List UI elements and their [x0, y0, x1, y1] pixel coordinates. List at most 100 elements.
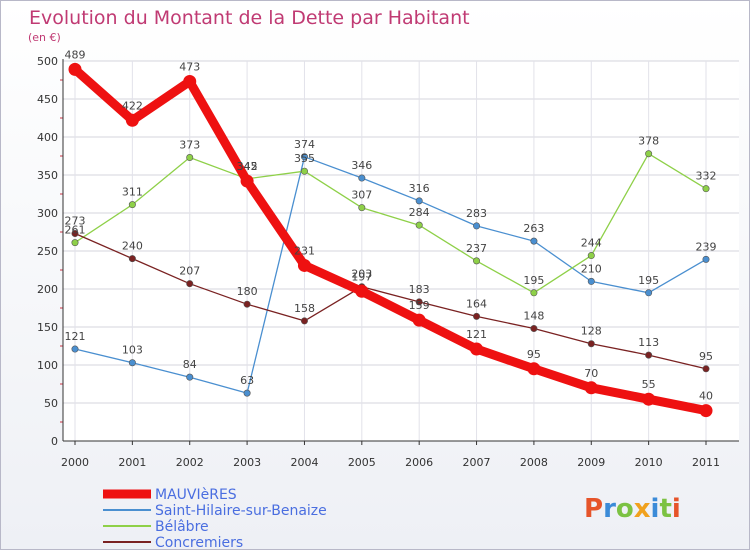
- data-label: 180: [237, 285, 258, 298]
- data-label: 316: [409, 182, 430, 195]
- data-point: [530, 237, 538, 245]
- y-tick-label: 200: [37, 283, 58, 296]
- x-tick-label: 2000: [61, 456, 89, 469]
- logo-letter: o: [616, 494, 634, 524]
- data-labels: 121 103 84 63 374 346 316 283 263 210 195 239 261 311…: [65, 48, 717, 402]
- data-label: 63: [240, 374, 254, 387]
- data-point: [186, 280, 194, 288]
- data-point: [355, 284, 369, 298]
- data-label: 422: [122, 99, 143, 112]
- data-point: [412, 313, 426, 327]
- data-label: 195: [638, 274, 659, 287]
- data-label: 311: [122, 186, 143, 199]
- data-label: 342: [237, 160, 258, 173]
- legend-label: MAUVIèRES: [155, 487, 237, 503]
- data-label: 273: [65, 215, 86, 228]
- data-point: [415, 197, 423, 205]
- data-label: 355: [294, 152, 315, 165]
- data-label: 84: [183, 358, 197, 371]
- data-point: [186, 373, 194, 381]
- data-label: 148: [523, 310, 544, 323]
- series-2: [71, 150, 710, 297]
- legend-label: Saint-Hilaire-sur-Benaize: [155, 503, 327, 519]
- data-label: 283: [466, 207, 487, 220]
- data-label: 183: [409, 283, 430, 296]
- y-tick-label: 250: [37, 245, 58, 258]
- y-tick-label: 300: [37, 207, 58, 220]
- chart-subtitle: (en €): [28, 31, 61, 44]
- legend: MAUVIèRESSaint-Hilaire-sur-BenaizeBélâbr…: [103, 487, 327, 551]
- logo-letter: x: [634, 494, 651, 524]
- data-point: [71, 239, 79, 247]
- data-point: [128, 359, 136, 367]
- data-point: [68, 62, 82, 76]
- data-label: 261: [65, 224, 86, 237]
- y-tick-label: 350: [37, 169, 58, 182]
- data-point: [125, 113, 139, 127]
- data-label: 332: [696, 170, 717, 183]
- data-point: [702, 365, 710, 373]
- data-label: 95: [699, 350, 713, 363]
- data-point: [415, 298, 423, 306]
- data-label: 489: [65, 48, 86, 61]
- x-tick-label: 2002: [176, 456, 204, 469]
- data-point: [71, 345, 79, 353]
- x-tick-label: 2011: [692, 456, 720, 469]
- axes: 0 50 100 150 200 250 300 350 400 450 500 2000 2001 20…: [37, 55, 739, 469]
- data-point: [473, 257, 481, 265]
- data-label: 121: [466, 328, 487, 341]
- data-label: 345: [237, 160, 258, 173]
- series-line: [74, 232, 707, 370]
- y-tick-label: 450: [37, 93, 58, 106]
- data-point: [71, 230, 79, 238]
- data-label: 307: [351, 189, 372, 202]
- data-label: 159: [409, 299, 430, 312]
- data-label: 378: [638, 135, 659, 148]
- x-tick-label: 2004: [290, 456, 318, 469]
- x-tick-label: 2001: [118, 456, 146, 469]
- data-label: 195: [523, 274, 544, 287]
- data-point: [587, 340, 595, 348]
- data-label: 158: [294, 302, 315, 315]
- data-point: [530, 289, 538, 297]
- logo-letter: r: [603, 494, 616, 524]
- data-label: 197: [351, 270, 372, 283]
- data-label: 164: [466, 297, 487, 310]
- data-point: [128, 201, 136, 209]
- data-point: [587, 252, 595, 260]
- data-point: [645, 289, 653, 297]
- data-point: [702, 185, 710, 193]
- data-point: [645, 351, 653, 359]
- data-point: [300, 167, 308, 175]
- data-point: [587, 277, 595, 285]
- data-label: 284: [409, 206, 430, 219]
- y-tick-label: 100: [37, 359, 58, 372]
- y-tick-label: 150: [37, 321, 58, 334]
- data-label: 473: [179, 61, 200, 74]
- data-point: [300, 317, 308, 325]
- data-label: 263: [523, 222, 544, 235]
- data-point: [186, 154, 194, 162]
- x-tick-label: 2007: [463, 456, 491, 469]
- data-label: 55: [642, 378, 656, 391]
- x-tick-label: 2006: [405, 456, 433, 469]
- data-label: 40: [699, 390, 713, 403]
- legend-label: Bélâbre: [155, 519, 209, 535]
- data-label: 103: [122, 344, 143, 357]
- data-point: [473, 312, 481, 320]
- data-point: [470, 342, 484, 356]
- data-label: 244: [581, 237, 602, 250]
- logo-letter: t: [659, 494, 671, 524]
- chart-title: Evolution du Montant de la Dette par Hab…: [29, 7, 470, 29]
- x-tick-label: 2005: [348, 456, 376, 469]
- x-tick-label: 2003: [233, 456, 261, 469]
- x-tick-label: 2010: [635, 456, 663, 469]
- y-tick-label: 500: [37, 55, 58, 68]
- data-point: [584, 381, 598, 395]
- logo-letter: P: [584, 494, 603, 524]
- data-point: [128, 255, 136, 263]
- series-line: [74, 153, 707, 294]
- y-tick-label: 400: [37, 131, 58, 144]
- series-line: [70, 64, 711, 416]
